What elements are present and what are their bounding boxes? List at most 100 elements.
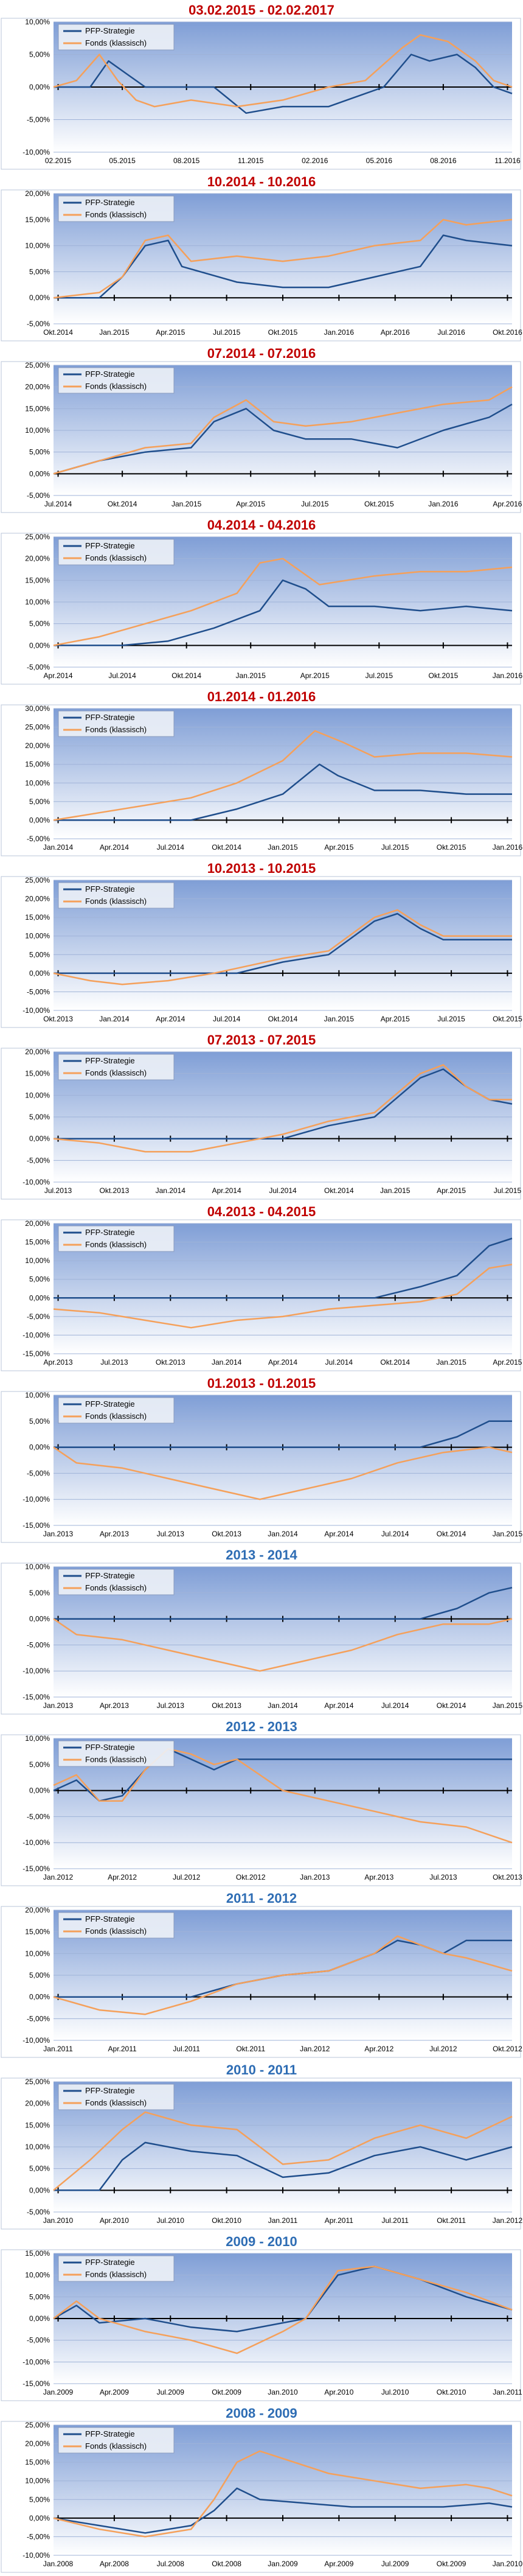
- line-chart: 25,00% 20,00% 15,00% 10,00% 5,00% 0,00% -5,00%…: [1, 876, 522, 1028]
- y-tick-label: 10,00%: [25, 2271, 50, 2280]
- y-tick-label: -5,00%: [27, 320, 50, 328]
- chart-panel: 03.02.2015 - 02.02.2017 10,00% 5,00% 0,00% -…: [0, 0, 523, 172]
- y-tick-label: 20,00%: [25, 895, 50, 903]
- y-tick-label: -5,00%: [27, 1812, 50, 1821]
- line-chart: 25,00% 20,00% 15,00% 10,00% 5,00% 0,00% -5,00%…: [1, 361, 522, 513]
- line-chart: 10,00%5,00%0,00%-5,00%-10,00%-15,00%Jan.…: [1, 1734, 522, 1886]
- x-tick-label: Apr.2012: [108, 1873, 137, 1881]
- x-tick-label: Jul.2014: [325, 1358, 353, 1367]
- y-tick-label: 30,00%: [25, 704, 50, 713]
- y-tick-label: 20,00%: [25, 1048, 50, 1056]
- y-tick-label: 15,00%: [25, 2249, 50, 2258]
- line-chart: 15,00% 10,00% 5,00% 0,00% -5,00% -10,00% -15,0…: [1, 2249, 522, 2401]
- series-line-strategy: [54, 1420, 512, 1448]
- series-line-fund: [53, 558, 513, 646]
- y-tick-label: 0,00%: [29, 1443, 50, 1452]
- series-line-fund: [53, 219, 513, 299]
- y-tick-label: 20,00%: [25, 1219, 50, 1228]
- legend: PFP-Strategie Fonds (klassisch): [58, 1397, 175, 1424]
- chart-title: 04.2014 - 04.2016: [207, 517, 316, 533]
- x-tick-label: Jan.2012: [43, 1873, 74, 1881]
- legend-box: [58, 24, 175, 51]
- x-tick-label: Apr.2015: [381, 1015, 410, 1023]
- x-tick-label: Jul.2008: [157, 2560, 185, 2568]
- series-line-strategy: [54, 1586, 513, 1620]
- x-tick-label: Jan.2015: [171, 500, 202, 508]
- x-tick-label: Apr.2015: [493, 1358, 522, 1367]
- y-tick-label: 5,00%: [29, 620, 50, 628]
- legend: PFP-Strategie Fonds (klassisch): [58, 1912, 175, 1939]
- y-tick-label: 0,00%: [29, 969, 50, 978]
- x-tick-label: Apr.2011: [108, 2045, 137, 2053]
- x-tick-label: Jan.2014: [268, 1530, 298, 1538]
- x-tick-label: Okt.2014: [171, 671, 201, 680]
- legend-box: [58, 1740, 175, 1767]
- y-tick-label: 5,00%: [29, 950, 50, 959]
- y-tick-label: 0,00%: [29, 2314, 50, 2323]
- y-tick-label: -10,00%: [23, 1178, 50, 1186]
- y-tick-label: -10,00%: [23, 2551, 50, 2560]
- x-tick-label: Jan.2012: [300, 2045, 330, 2053]
- chart-title: 2013 - 2014: [226, 1547, 297, 1563]
- legend: PFP-Strategie Fonds (klassisch): [58, 195, 175, 222]
- x-tick-label: Jan.2016: [324, 328, 355, 337]
- x-tick-label: Apr.2014: [212, 1186, 241, 1195]
- y-tick-label: 10,00%: [25, 1091, 50, 1099]
- x-tick-label: Apr.2010: [100, 2216, 129, 2225]
- chart-title: 10.2013 - 10.2015: [207, 861, 316, 876]
- y-tick-label: 25,00%: [25, 361, 50, 369]
- x-tick-label: Jan.2013: [43, 1701, 74, 1710]
- legend: PFP-Strategie Fonds (klassisch): [58, 1740, 175, 1767]
- legend-label-strategy: PFP-Strategie: [85, 369, 135, 379]
- x-tick-label: Okt.2014: [43, 328, 73, 337]
- x-tick-label: Jul.2015: [213, 328, 241, 337]
- x-tick-label: 02.2016: [302, 156, 328, 165]
- x-tick-label: Jul.2015: [381, 843, 409, 852]
- y-tick-label: 5,00%: [29, 1417, 50, 1426]
- x-tick-label: Okt.2015: [268, 328, 298, 337]
- y-tick-label: 10,00%: [25, 598, 50, 606]
- x-tick-label: Jan.2015: [436, 1358, 466, 1367]
- chart-panel: 10.2014 - 10.2016 20,00% 15,00% 10,00% 5,00%…: [0, 172, 523, 343]
- series-line-strategy: [54, 54, 513, 114]
- chart-panel: 01.2014 - 01.2016 30,00% 25,00% 20,00% 15,00…: [0, 687, 523, 858]
- series-line-fund: [53, 1064, 512, 1153]
- line-chart: 10,00%5,00%0,00%-5,00%-10,00%-15,00%Jan.…: [1, 1563, 522, 1715]
- y-tick-label: 5,00%: [29, 2495, 50, 2504]
- chart-title: 07.2013 - 07.2015: [207, 1032, 316, 1048]
- y-tick-label: 10,00%: [25, 1949, 50, 1958]
- chart-panel: 10.2013 - 10.2015 25,00% 20,00% 15,00% 10,00…: [0, 858, 523, 1030]
- series-line-fund: [53, 34, 513, 108]
- x-tick-label: Jul.2013: [157, 1701, 185, 1710]
- x-tick-label: Jan.2016: [428, 500, 459, 508]
- y-tick-label: 5,00%: [29, 267, 50, 276]
- x-tick-label: Okt.2014: [324, 1186, 354, 1195]
- y-tick-label: 0,00%: [29, 641, 50, 649]
- x-tick-label: Jul.2012: [173, 1873, 201, 1881]
- y-tick-label: -5,00%: [27, 1640, 50, 1649]
- x-tick-label: Jan.2015: [99, 328, 130, 337]
- legend: PFP-Strategie Fonds (klassisch): [58, 2427, 175, 2454]
- x-tick-label: Apr.2009: [324, 2560, 353, 2568]
- y-tick-label: 10,00%: [25, 242, 50, 250]
- legend-label-strategy: PFP-Strategie: [85, 1743, 135, 1752]
- line-chart: 25,00% 20,00% 15,00% 10,00% 5,00% 0,00% -5,00%…: [1, 2077, 522, 2230]
- y-tick-label: 5,00%: [29, 448, 50, 457]
- series-line-strategy: [53, 404, 513, 475]
- x-tick-label: Okt.2009: [437, 2560, 466, 2568]
- x-tick-label: Okt.2016: [493, 328, 522, 337]
- x-tick-label: Apr.2013: [100, 1701, 129, 1710]
- series-line-fund: [53, 2266, 513, 2354]
- legend-label-fund: Fonds (klassisch): [85, 897, 147, 906]
- series-line-fund: [53, 1264, 513, 1329]
- legend-box: [58, 2084, 175, 2110]
- series-line-fund: [53, 2111, 513, 2191]
- y-tick-label: 25,00%: [25, 2421, 50, 2429]
- x-tick-label: Apr.2014: [324, 1701, 353, 1710]
- y-tick-label: 20,00%: [25, 2099, 50, 2108]
- y-tick-label: -10,00%: [23, 2357, 50, 2366]
- series-line-fund: [53, 386, 513, 475]
- legend-label-strategy: PFP-Strategie: [85, 1056, 135, 1065]
- x-tick-label: 11.2016: [494, 156, 521, 165]
- legend-label-fund: Fonds (klassisch): [85, 1583, 147, 1592]
